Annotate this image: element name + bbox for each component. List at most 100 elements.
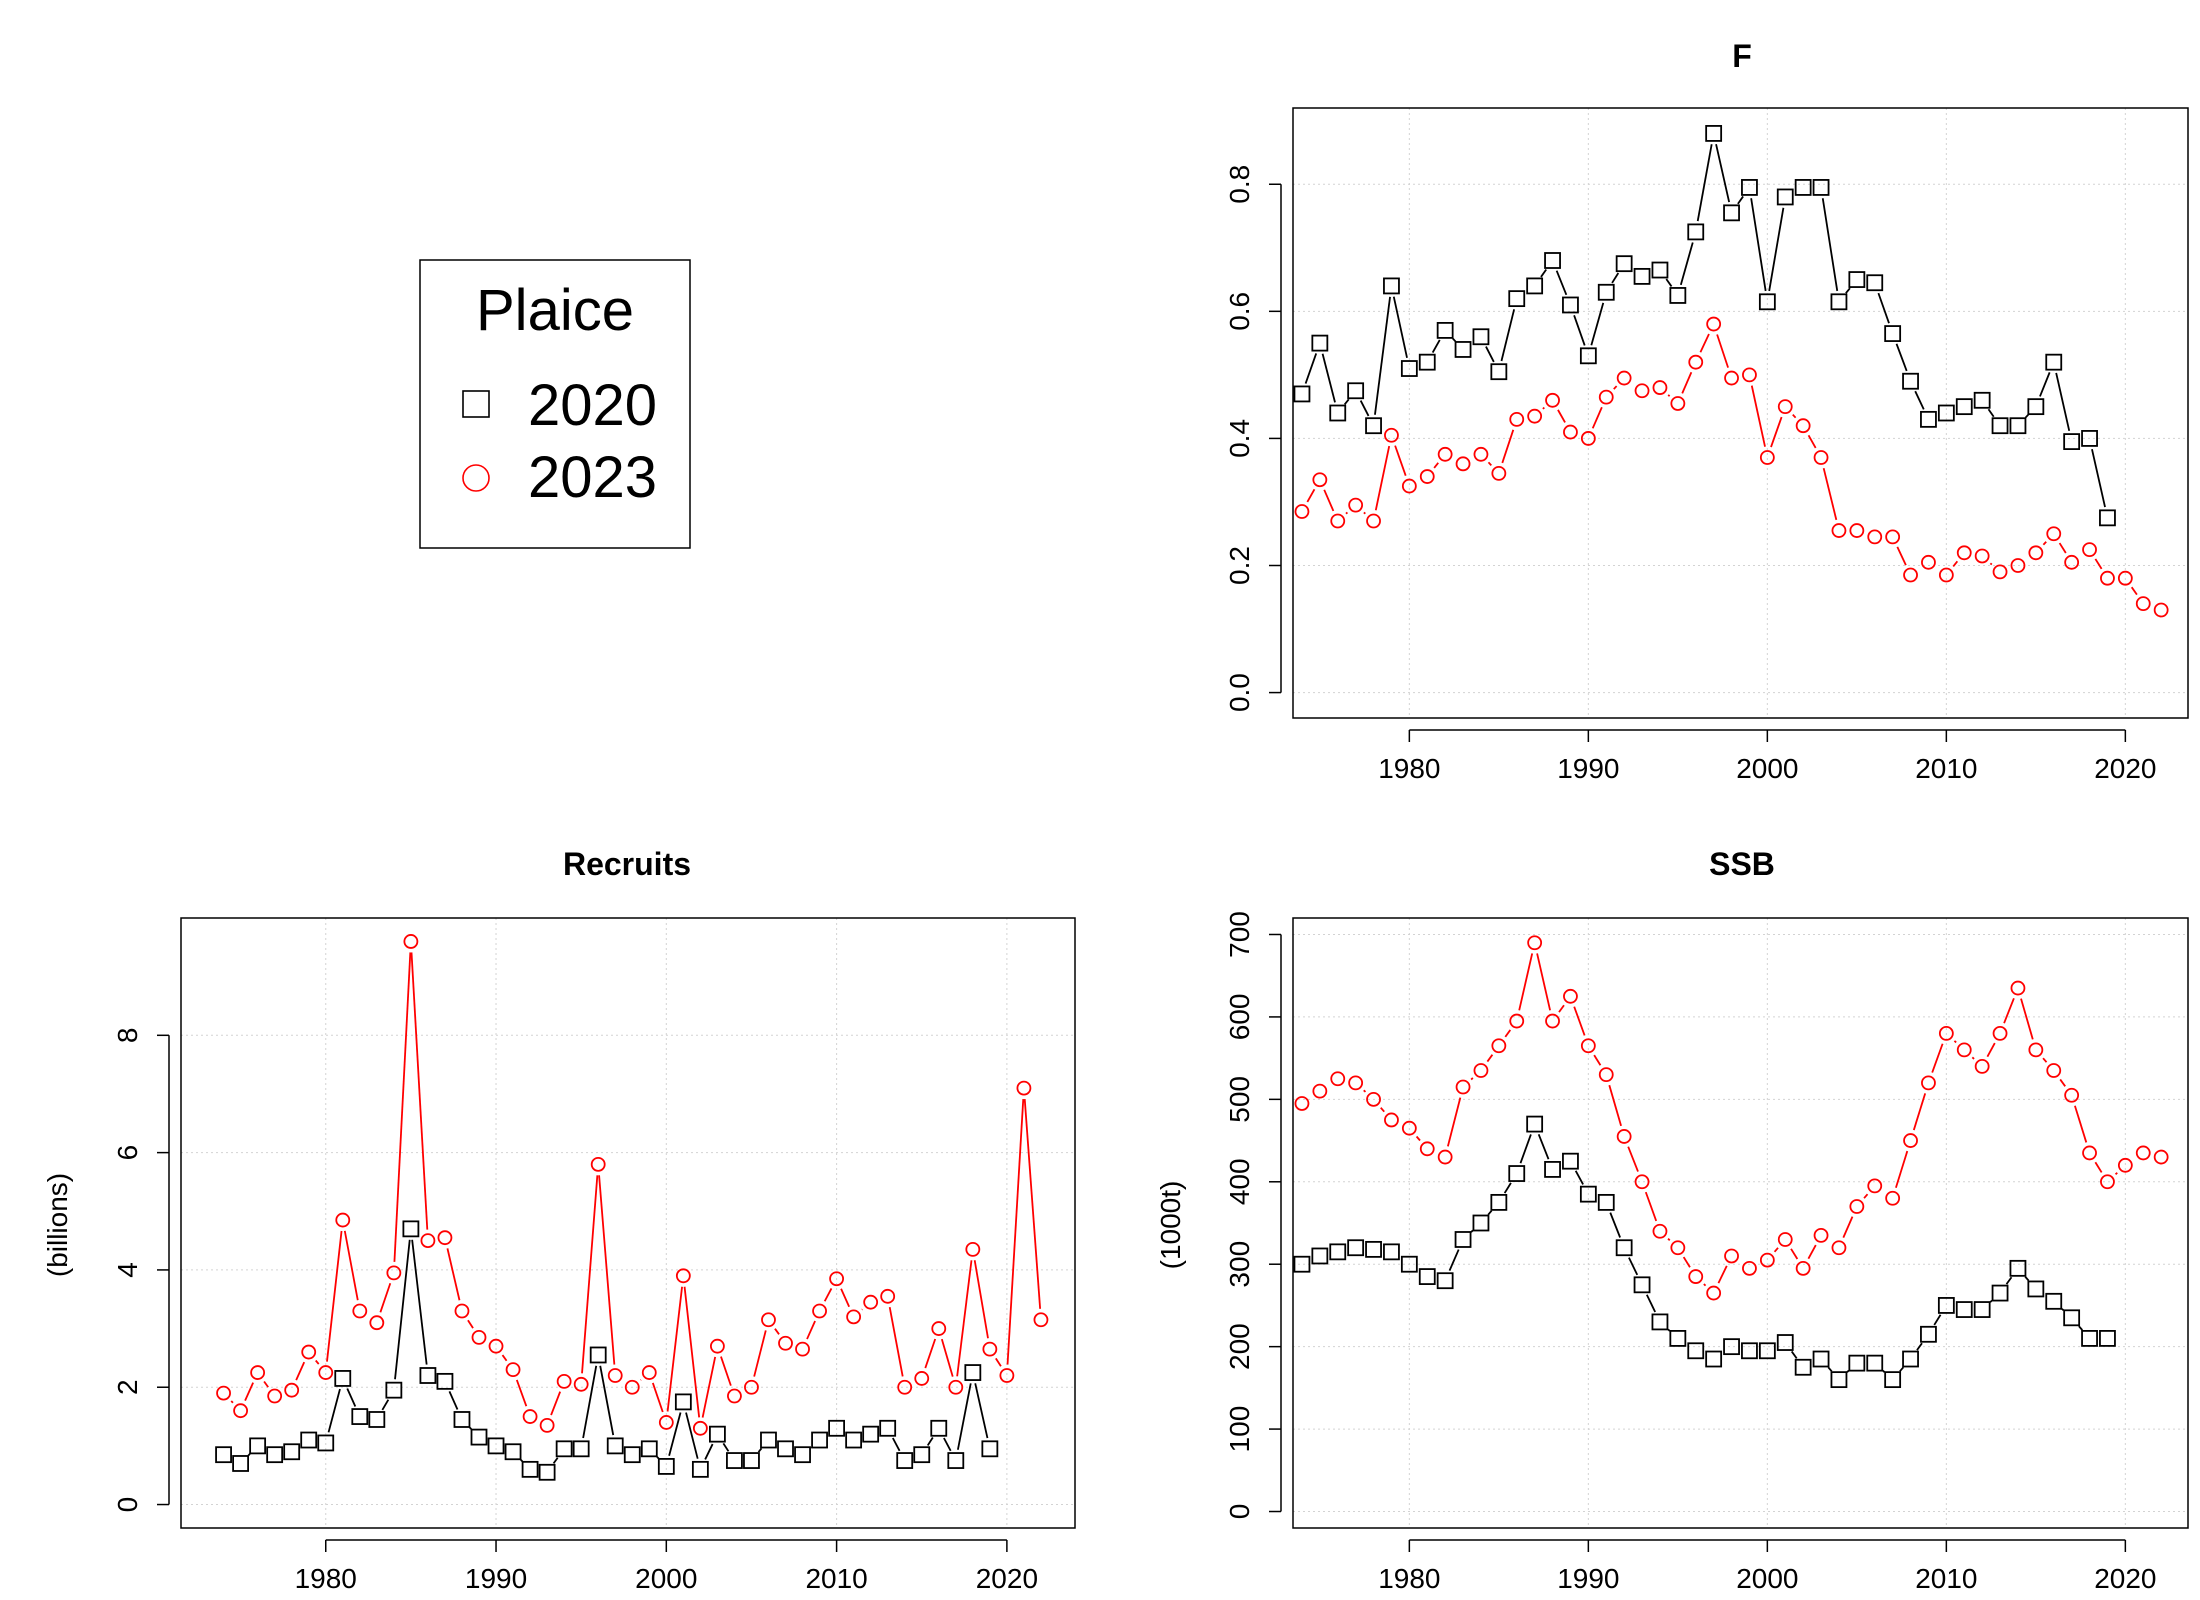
series-line-segment-2023 <box>940 1338 954 1377</box>
data-point-2023 <box>1795 418 1811 434</box>
data-point-2023 <box>1294 504 1310 519</box>
data-point-2023 <box>863 1294 879 1310</box>
series-line-segment-2023 <box>774 1328 780 1335</box>
data-point-2020 <box>1812 1350 1830 1368</box>
series-line-segment-2020 <box>668 1412 682 1457</box>
y-tick-label: 0.6 <box>1224 292 1255 331</box>
series-line-segment-2020 <box>2039 372 2051 397</box>
series-line-segment-2023 <box>1717 1265 1728 1284</box>
data-point-2023 <box>880 1288 896 1304</box>
data-point-2020 <box>538 1463 556 1481</box>
data-point-2023 <box>1742 1260 1757 1276</box>
data-point-2023 <box>318 1365 334 1380</box>
data-point-2023 <box>1634 383 1650 399</box>
series-line-segment-2023 <box>1374 445 1391 511</box>
data-point-2020 <box>1991 1284 2009 1302</box>
data-point-2023 <box>1992 1026 2008 1041</box>
legend-title: Plaice <box>476 278 634 343</box>
data-point-2020 <box>1973 1301 1991 1318</box>
series-line-segment-2020 <box>2091 448 2106 508</box>
data-point-2020 <box>2027 1280 2045 1298</box>
series-line-segment-2023 <box>1415 1135 1421 1142</box>
series-line-segment-2023 <box>1573 1006 1586 1036</box>
data-point-2020 <box>794 1446 811 1464</box>
series-line-segment-2023 <box>1504 1029 1512 1038</box>
series-line-segment-2020 <box>1573 315 1586 346</box>
data-point-2020 <box>913 1446 931 1464</box>
data-point-2020 <box>1794 1358 1812 1376</box>
data-point-2023 <box>931 1321 947 1336</box>
series-line-segment-2020 <box>2024 1276 2030 1282</box>
series-line-segment-2023 <box>1323 489 1335 512</box>
data-point-2020 <box>1633 267 1651 285</box>
series-line-segment-2023 <box>263 1380 269 1388</box>
series-line-segment-2023 <box>1667 394 1671 397</box>
series-line-segment-2020 <box>346 1388 357 1407</box>
series-line-segment-2020 <box>411 1239 428 1365</box>
data-point-2020 <box>896 1452 914 1469</box>
data-point-2023 <box>522 1409 538 1424</box>
data-point-2020 <box>1579 1185 1597 1203</box>
data-point-2023 <box>420 1233 436 1248</box>
series-line-segment-2023 <box>1807 1244 1817 1260</box>
data-point-2020 <box>487 1437 505 1455</box>
series-line-segment-2023 <box>1536 953 1551 1011</box>
series-line-segment-2023 <box>230 1400 234 1404</box>
series-line-segment-2023 <box>379 1282 392 1313</box>
data-point-2023 <box>1330 1071 1346 1087</box>
data-point-2023 <box>1509 1013 1525 1029</box>
series-line-segment-2023 <box>295 1361 306 1381</box>
series-line-segment-2023 <box>651 1382 664 1413</box>
y-tick-label: 700 <box>1224 911 1255 958</box>
series-line-segment-2023 <box>1644 1191 1658 1222</box>
panel-recruits: Recruits (billions) 1980 1990 2000 2010 2020… <box>42 846 1076 1594</box>
series-line-segment-2023 <box>2059 1078 2066 1087</box>
data-point-2023 <box>1795 1260 1811 1276</box>
data-point-2020 <box>1597 1193 1615 1211</box>
data-point-2020 <box>828 1419 845 1437</box>
series-line-segment-2023 <box>1591 406 1603 429</box>
data-point-2023 <box>1742 367 1757 383</box>
data-point-2023 <box>1956 1042 1972 1058</box>
x-tick-label: 2000 <box>635 1563 697 1594</box>
data-point-2020 <box>691 1460 709 1478</box>
plot-frame-recruits <box>180 917 1076 1529</box>
data-point-2023 <box>1491 1038 1507 1054</box>
data-point-2020 <box>1723 204 1740 222</box>
data-point-2020 <box>436 1372 454 1390</box>
data-point-2023 <box>1759 1252 1775 1268</box>
series-line-segment-2023 <box>244 1382 254 1402</box>
data-point-2023 <box>846 1309 862 1325</box>
series-line-segment-2020 <box>1374 296 1391 415</box>
data-point-2020 <box>657 1458 675 1475</box>
series-line-segment-2023 <box>1667 1238 1671 1241</box>
data-point-2023 <box>897 1379 913 1395</box>
series-line-segment-2023 <box>2042 541 2047 546</box>
series-line-segment-2023 <box>343 1230 359 1301</box>
data-point-2020 <box>1329 404 1347 422</box>
series-line-segment-2023 <box>550 1391 562 1416</box>
data-point-2020 <box>606 1437 624 1455</box>
series-line-segment-2020 <box>1574 1170 1584 1185</box>
data-point-2020 <box>1347 1239 1365 1257</box>
data-point-2020 <box>1293 385 1311 403</box>
series-line-segment-2020 <box>1665 278 1673 287</box>
data-point-2020 <box>964 1364 982 1381</box>
data-point-2020 <box>1776 1334 1794 1351</box>
y-tick-label: 4 <box>112 1262 143 1278</box>
data-point-2020 <box>1329 1243 1347 1261</box>
data-point-2020 <box>317 1434 335 1452</box>
series-line-segment-2023 <box>806 1320 816 1340</box>
data-point-2020 <box>1526 277 1544 295</box>
data-point-2020 <box>760 1431 777 1449</box>
series-line-segment-2023 <box>701 1356 717 1418</box>
series-line-segment-2020 <box>1696 144 1713 222</box>
data-point-2023 <box>710 1338 725 1354</box>
series-line-segment-2023 <box>1931 1043 1944 1073</box>
data-point-2020 <box>862 1425 880 1443</box>
data-point-2020 <box>2045 353 2063 371</box>
data-point-2023 <box>1580 1038 1596 1054</box>
data-point-2020 <box>1365 417 1382 435</box>
x-tick-label: 1980 <box>295 1563 357 1594</box>
series-line-segment-2023 <box>1447 1097 1462 1147</box>
